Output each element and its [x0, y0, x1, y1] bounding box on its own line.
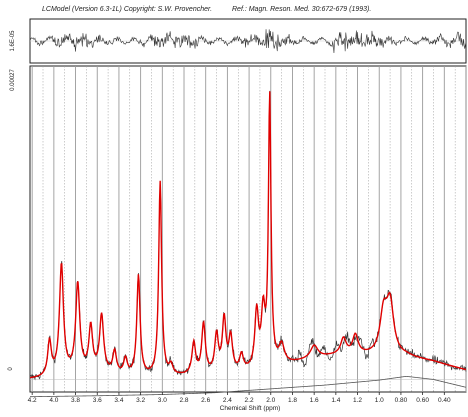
baseline-line	[29, 375, 467, 398]
x-tick-label: 1.2	[353, 397, 362, 404]
x-tick-label: 0.80	[395, 397, 408, 404]
x-tick-label: 2.6	[201, 397, 210, 404]
x-tick-label: 3.4	[114, 397, 123, 404]
zero-axis-label: 0	[8, 367, 14, 371]
x-tick-label: 0.60	[416, 397, 429, 404]
x-tick-label: 0.40	[438, 397, 451, 404]
x-tick-label: 3.0	[158, 397, 167, 404]
x-tick-label: 2.2	[245, 397, 254, 404]
fit-spectrum-line	[29, 91, 467, 379]
x-tick-label: 1.4	[331, 397, 340, 404]
reference-header: Ref.: Magn. Reson. Med. 30:672-679 (1993…	[232, 6, 371, 13]
residual-line	[29, 29, 467, 53]
grid-layer	[30, 66, 467, 392]
program-header: LCModel (Version 6.3-1L) Copyright: S.W.…	[42, 6, 212, 13]
x-tick-label: 3.8	[71, 397, 80, 404]
x-tick-label: 1.6	[310, 397, 319, 404]
x-tick-layer: 4.2 4.0 3.8 3.6 3.4 3.2 3.0 2.8 2.6 2.4 2.2 2.0 1.8 1…	[28, 392, 451, 404]
x-tick-label: 2.8	[179, 397, 188, 404]
x-tick-label: 3.6	[93, 397, 102, 404]
x-tick-label: 3.2	[136, 397, 145, 404]
residual-axis-label: 1.6E-05	[10, 30, 16, 52]
main-axis-label: 0.00027	[10, 69, 16, 91]
x-tick-label: 4.0	[49, 397, 58, 404]
x-tick-label: 2.0	[266, 397, 275, 404]
x-tick-label: 1.0	[375, 397, 384, 404]
x-tick-label: 4.2	[28, 397, 37, 404]
x-tick-label: 1.8	[288, 397, 297, 404]
x-tick-label: 2.4	[223, 397, 232, 404]
x-axis-label: Chemical Shift (ppm)	[220, 405, 281, 412]
main-layer	[29, 90, 467, 398]
residual-layer	[29, 29, 467, 53]
